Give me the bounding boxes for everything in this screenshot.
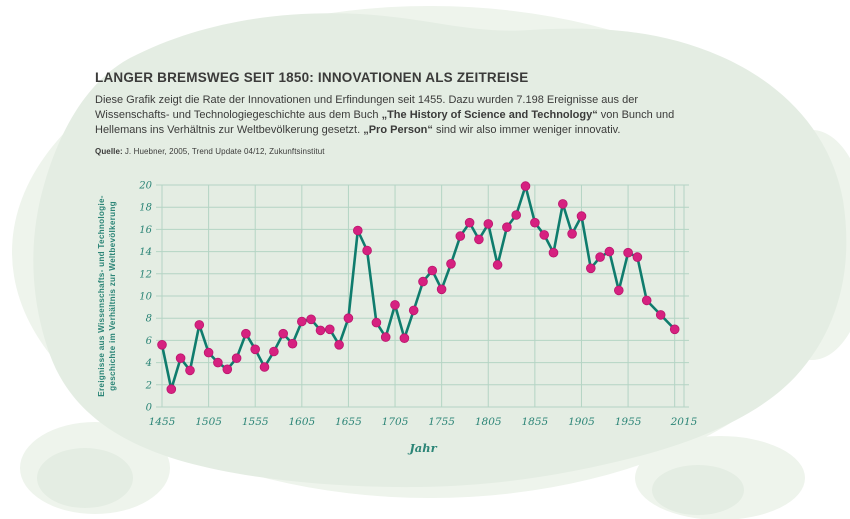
header-block: LANGER BREMSWEG SEIT 1850: INNOVATIONEN … (95, 70, 700, 156)
data-point (595, 252, 605, 262)
page-title: LANGER BREMSWEG SEIT 1850: INNOVATIONEN … (95, 70, 529, 85)
data-point (259, 362, 270, 372)
description-bold-segment: „Pro Person“ (363, 124, 433, 136)
data-point (352, 225, 363, 236)
data-point (306, 314, 316, 325)
data-point (502, 222, 512, 232)
data-point (632, 252, 643, 262)
y-tick-label: 6 (146, 336, 153, 347)
description-segment: sind wir also immer weniger innovativ. (432, 124, 621, 136)
data-point (213, 357, 223, 368)
data-point (436, 284, 447, 295)
blob-main-shape (33, 13, 847, 515)
data-point (222, 364, 233, 375)
data-point (343, 313, 354, 324)
y-axis-title-line: Ereignisse aus Wissenschafts- und Techno… (97, 195, 106, 396)
data-point (613, 285, 624, 296)
x-tick-label: 2015 (670, 416, 698, 428)
y-axis-title-line: geschichte im Verhältnis zur Weltbevölke… (108, 201, 117, 391)
data-point (408, 305, 419, 316)
data-point (157, 340, 167, 350)
x-tick-label: 1555 (242, 416, 269, 428)
y-tick-label: 8 (146, 314, 152, 325)
data-point (315, 325, 326, 336)
data-point (567, 228, 577, 239)
description-segment: von Bunch und Hellemans ins Verhältnis z… (95, 109, 675, 136)
data-point (539, 230, 550, 240)
data-point (278, 328, 289, 339)
description-bold-segment: „The History of Science and Technology“ (381, 109, 598, 121)
x-tick-label: 1505 (195, 416, 222, 428)
data-point (655, 310, 666, 320)
y-tick-label: 2 (145, 380, 152, 391)
data-point (576, 211, 587, 221)
source-line: Quelle: J. Huebner, 2005, Trend Update 04… (95, 147, 700, 156)
data-point (194, 320, 205, 330)
x-tick-label: 1455 (149, 416, 176, 428)
chart-svg: 0 2 4 6 8 10 12 14 16 18 20 1455 1505 1555 1605 1655 170… (97, 181, 698, 456)
data-point (390, 300, 400, 310)
data-point (250, 344, 261, 355)
data-point (371, 317, 382, 328)
data-point (446, 259, 456, 269)
data-point (455, 231, 466, 241)
data-point (530, 217, 540, 228)
data-point (669, 324, 680, 335)
x-tick-label: 1955 (615, 416, 642, 428)
y-tick-label: 0 (146, 403, 153, 414)
data-point (175, 353, 186, 364)
y-tick-label: 10 (139, 292, 152, 303)
data-point (427, 265, 438, 276)
data-point (269, 346, 279, 357)
x-tick-label: 1755 (428, 416, 455, 428)
data-point (334, 340, 344, 350)
x-tick-label: 1655 (335, 416, 362, 428)
data-point (520, 181, 531, 191)
y-tick-label: 16 (139, 225, 152, 236)
source-label: Quelle: (95, 147, 123, 156)
data-point (623, 247, 633, 258)
data-point (287, 338, 298, 349)
y-tick-label: 18 (139, 203, 152, 214)
x-tick-label: 1605 (288, 416, 315, 428)
data-point (418, 276, 428, 287)
data-point (511, 210, 522, 220)
data-point (325, 324, 335, 335)
data-point (399, 333, 410, 344)
x-tick-label: 1805 (475, 416, 502, 428)
source-text: J. Huebner, 2005, Trend Update 04/12, Zu… (124, 147, 325, 156)
data-point (203, 347, 214, 358)
data-point (483, 219, 494, 229)
y-tick-label: 14 (139, 247, 152, 258)
data-point (380, 332, 391, 342)
y-tick-label: 12 (139, 269, 152, 280)
data-point (166, 384, 177, 395)
data-point (231, 353, 242, 364)
description-segment: Diese Grafik zeigt die Rate der Innovati… (95, 94, 639, 121)
data-point (641, 295, 652, 306)
data-point (362, 245, 372, 256)
data-point (492, 260, 503, 270)
data-point (604, 246, 615, 257)
x-tick-label: 1905 (568, 416, 595, 428)
data-point (185, 365, 195, 376)
data-point (241, 328, 251, 339)
data-point (585, 263, 596, 274)
y-tick-label: 20 (138, 181, 152, 192)
x-tick-label: 1705 (382, 416, 409, 428)
innovation-rate-chart: 0 2 4 6 8 10 12 14 16 18 20 1455 1505 1555 1605 1655 170… (90, 170, 750, 470)
data-point (557, 199, 568, 209)
data-point (548, 247, 559, 258)
x-tick-label: 1855 (521, 416, 548, 428)
data-point (464, 217, 475, 228)
x-axis-title: Jahr (407, 441, 437, 455)
data-point (474, 234, 484, 245)
data-point (297, 316, 307, 327)
description-text: Diese Grafik zeigt die Rate der Innovati… (95, 93, 700, 138)
y-tick-label: 4 (145, 358, 152, 369)
